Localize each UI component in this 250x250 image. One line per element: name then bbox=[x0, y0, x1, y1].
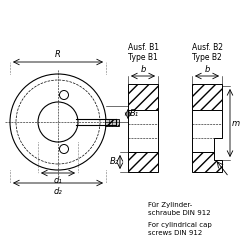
Text: For cylindrical cap
screws DIN 912: For cylindrical cap screws DIN 912 bbox=[148, 222, 212, 236]
Text: b: b bbox=[140, 65, 146, 74]
Bar bbox=[128, 84, 158, 110]
Text: Ausf. B1
Type B1: Ausf. B1 Type B1 bbox=[128, 42, 158, 62]
Text: R: R bbox=[55, 50, 61, 59]
Bar bbox=[128, 152, 158, 172]
Bar bbox=[192, 84, 222, 110]
Text: d₂: d₂ bbox=[54, 187, 62, 196]
Text: Ausf. B2
Type B2: Ausf. B2 Type B2 bbox=[192, 42, 222, 62]
Text: B₁: B₁ bbox=[130, 110, 139, 118]
Text: Für Zylinder-
schraube DIN 912: Für Zylinder- schraube DIN 912 bbox=[148, 202, 210, 216]
Text: m: m bbox=[232, 118, 240, 128]
Polygon shape bbox=[192, 110, 222, 152]
Bar bbox=[128, 110, 158, 152]
Text: d₁: d₁ bbox=[54, 176, 62, 185]
Bar bbox=[105, 118, 119, 126]
Text: B₂: B₂ bbox=[110, 158, 119, 166]
Polygon shape bbox=[192, 152, 222, 172]
Text: b: b bbox=[204, 65, 210, 74]
